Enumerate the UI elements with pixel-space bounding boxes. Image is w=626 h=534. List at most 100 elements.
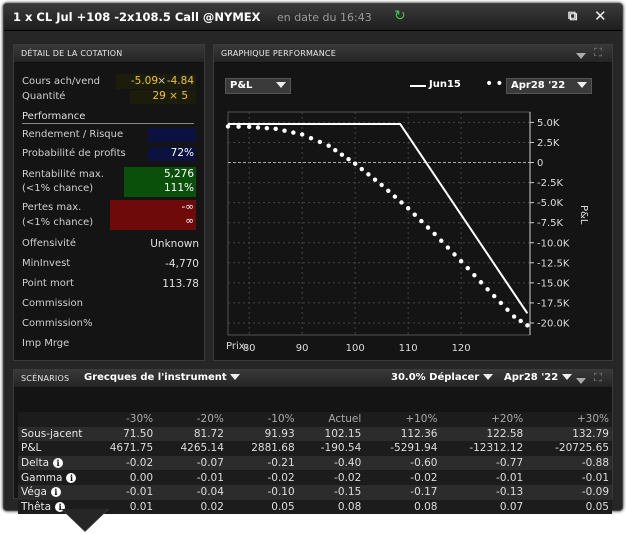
legend-dotted-swatch: •• [485, 76, 506, 92]
bid-ask-box: -5.09 × -4.84 [116, 74, 196, 89]
scenarios-panel-header: SCÉNARIOS Grecques de l'instrument 30.0%… [14, 370, 612, 388]
table-row: Gamma i 0.00 -0.01 -0.02 -0.02 -0.02 -0.01 -0.01 [18, 470, 612, 485]
quote-panel-header: DÉTAIL DE LA COTATION [14, 45, 204, 63]
date-select[interactable]: Apr28 '22 [506, 78, 592, 94]
chart-menu-icon[interactable] [576, 49, 586, 62]
info-icon[interactable]: i [66, 472, 77, 483]
table-cell: 102.15 [297, 426, 365, 442]
series-point-1 [359, 166, 364, 172]
info-icon[interactable]: i [50, 487, 61, 498]
series-point-1 [225, 124, 231, 129]
table-cell: 4265.14 [156, 441, 227, 456]
chart-panel: GRAPHIQUE PERFORMANCE ⛶ P&L Jun15 •• Apr… [213, 44, 613, 361]
price-label: Prix: [226, 341, 249, 352]
max-loss-pct: ∞ [185, 215, 194, 227]
series-point-1 [445, 245, 451, 250]
quantity-value: 29 × 5 [152, 90, 188, 102]
y-tick-label: -15.0K [537, 278, 570, 289]
max-loss-sub: (<1% chance) [22, 217, 94, 228]
table-cell: -0.01 [440, 470, 527, 485]
series-point-1 [492, 293, 497, 299]
quantity-box: 29 × 5 [130, 90, 196, 104]
series-point-1 [498, 300, 504, 306]
table-cell: 0.00 [85, 470, 157, 485]
series-point-1 [525, 323, 530, 328]
series-point-1 [236, 124, 241, 129]
series-point-1 [273, 126, 278, 132]
x-tick-label: 110 [399, 343, 418, 354]
series-point-1 [386, 188, 391, 194]
scenario-date-value: Apr28 '22 [504, 372, 559, 383]
max-profit-label: Rentabilité max. [22, 169, 104, 180]
table-row: Sous-jacent 71.50 81.72 91.93 102.15 112.36 12… [18, 426, 612, 442]
table-cell: 2881.68 [226, 441, 298, 456]
table-row: Thêta i 0.01 0.02 0.05 0.08 0.08 0.07 0.05 [18, 499, 612, 515]
series-point-1 [326, 143, 331, 148]
greeks-select-value: Grecques de l'instrument [84, 372, 227, 383]
row-label: Véga i [18, 484, 86, 500]
table-cell: 0.07 [440, 499, 527, 515]
table-cell: -0.21 [226, 455, 298, 471]
x-tick-label: 80 [243, 343, 256, 354]
chart-panel-title: GRAPHIQUE PERFORMANCE [221, 49, 336, 58]
series-point-1 [352, 161, 358, 166]
y-tick-label: -2.5K [537, 178, 564, 189]
greeks-select[interactable]: Grecques de l'instrument [84, 372, 241, 383]
return-risk-box [148, 128, 196, 142]
series-point-1 [255, 125, 261, 130]
series-line-0 [228, 123, 529, 314]
table-cell: -0.15 [297, 484, 365, 500]
row-label: Sous-jacent [18, 426, 86, 442]
row-label: Delta i [18, 455, 86, 471]
refresh-icon[interactable]: ↻ [394, 8, 406, 24]
row-label-text: Thêta [21, 500, 52, 513]
max-loss-value: -∞ [181, 201, 194, 213]
info-icon[interactable]: i [53, 458, 64, 469]
legend-jun15: Jun15 [429, 79, 461, 90]
info-icon[interactable]: i [55, 501, 66, 512]
series-point-1 [505, 307, 510, 312]
chart-panel-header: GRAPHIQUE PERFORMANCE ⛶ [214, 45, 612, 63]
y-tick-label: -20.0K [537, 318, 570, 329]
series-point-1 [264, 125, 270, 131]
expand-icon[interactable]: ⛶ [594, 371, 602, 384]
scenario-date-select[interactable]: Apr28 '22 [504, 372, 572, 383]
max-profit-value: 5,276 [163, 168, 194, 180]
y-tick-label: -10.0K [537, 238, 570, 249]
window-title: 1 x CL Jul +108 -2x108.5 Call @NYMEX [13, 10, 261, 24]
table-row: P&L 4671.75 4265.14 2881.68 -190.54 -5291.94-… [18, 441, 612, 456]
metric-select[interactable]: P&L [225, 78, 291, 94]
table-cell: 112.36 [364, 426, 441, 442]
table-cell: 71.50 [85, 426, 157, 442]
y-tick-label: -12.5K [537, 258, 570, 269]
probability-value: 72% [170, 147, 194, 159]
table-cell: 0.05 [226, 499, 298, 515]
scenario-menu-icon[interactable] [576, 374, 586, 387]
series-point-1 [333, 148, 338, 153]
x-tick-label: 100 [346, 343, 365, 354]
row-label: Gamma i [18, 470, 86, 485]
table-cell: -0.60 [364, 455, 441, 471]
close-icon[interactable]: ✕ [594, 7, 607, 25]
scenarios-title: SCÉNARIOS [21, 374, 70, 383]
table-cell: -0.13 [440, 484, 527, 500]
max-profit-sub: (<1% chance) [22, 183, 94, 194]
max-loss-label: Pertes max. [22, 202, 82, 213]
series-point-1 [308, 136, 314, 141]
date-select-value: Apr28 '22 [511, 80, 566, 91]
table-cell: -5291.94 [364, 441, 441, 456]
table-cell: -0.09 [526, 484, 612, 500]
popout-icon[interactable]: ⧉ [568, 9, 578, 24]
bid-ask-separator: × [157, 75, 166, 87]
table-cell: -20725.65 [526, 441, 612, 456]
shift-select[interactable]: 30.0% Déplacer [391, 372, 493, 383]
ask-value: -4.84 [166, 75, 194, 87]
column-header: -20% [156, 412, 227, 427]
series-point-1 [458, 259, 464, 264]
series-point-1 [299, 132, 305, 137]
column-header: Actuel [297, 412, 365, 427]
breakeven-label: Point mort [22, 278, 74, 289]
table-cell: -12312.12 [440, 441, 527, 456]
expand-icon[interactable]: ⛶ [594, 46, 602, 59]
table-cell: 0.05 [526, 499, 612, 515]
